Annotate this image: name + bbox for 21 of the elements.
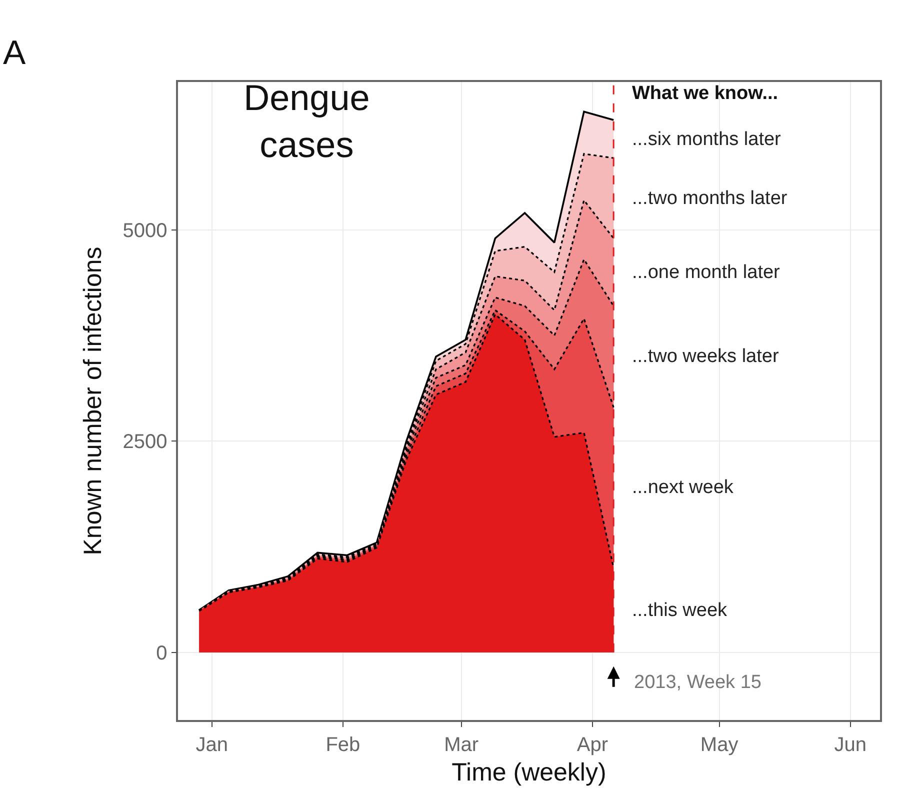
series-label: ...two months later: [632, 188, 788, 209]
text: Dengue cases: [244, 77, 370, 165]
series-label: ...one month later: [632, 262, 781, 283]
x-tick-label: Jan: [196, 734, 228, 756]
series-label: ...six months later: [632, 129, 782, 150]
y-tick-label: 0: [156, 642, 168, 664]
x-tick-label: Jun: [834, 734, 867, 756]
y-tick-label: 2500: [122, 431, 168, 454]
text: ...next week: [632, 477, 734, 498]
text: ...two weeks later: [632, 346, 780, 367]
y-axis-title: Known number of infections: [79, 246, 107, 556]
x-tick-label: Mar: [444, 734, 479, 756]
x-tick-label: May: [700, 734, 738, 756]
series-label: ...this week: [632, 600, 728, 621]
x-tick-label: Apr: [576, 734, 608, 756]
annotation: 2013, Week 15: [634, 672, 762, 693]
x-axis-title: Time (weekly): [452, 758, 606, 786]
y-tick-label: 5000: [122, 220, 168, 242]
text: A: [3, 34, 26, 72]
legend-title: What we know...: [632, 83, 778, 104]
x-tick-label: Feb: [326, 734, 360, 756]
